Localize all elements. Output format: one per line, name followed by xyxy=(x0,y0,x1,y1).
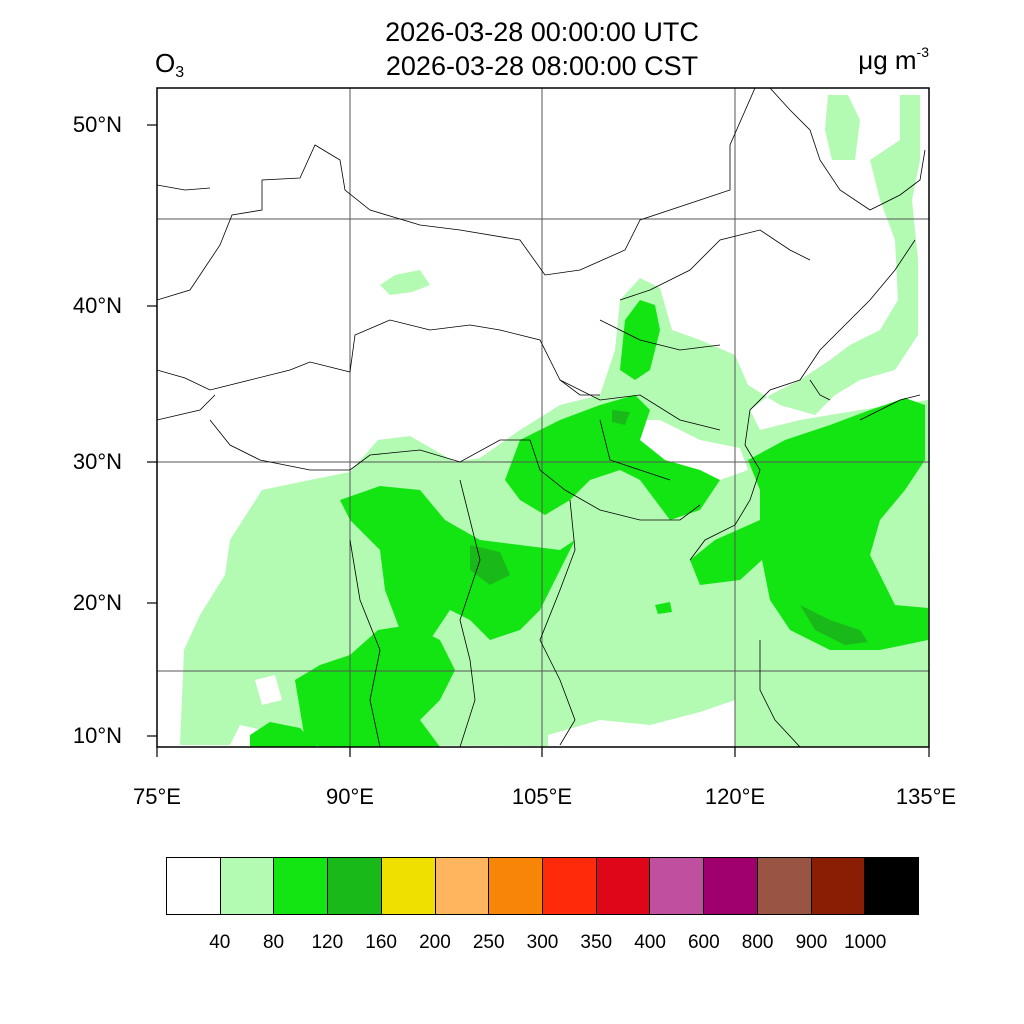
colorbar-tick-label: 160 xyxy=(365,932,397,953)
boundary-lines xyxy=(157,88,926,747)
colorbar-swatch xyxy=(650,858,705,914)
lon-label-90e: 90°E xyxy=(326,784,374,809)
o3-contour-120-160 xyxy=(470,545,510,585)
colorbar-swatch xyxy=(811,858,866,914)
colorbar-tick-label: 800 xyxy=(741,932,774,953)
colorbar-swatch xyxy=(381,858,436,914)
colorbar-swatch xyxy=(865,858,919,914)
o3-contour-120-160 xyxy=(612,410,630,425)
o3-contour-40-80-north xyxy=(825,95,860,160)
lat-label-50n: 50°N xyxy=(72,112,122,137)
o3-hole xyxy=(255,675,282,705)
colorbar-swatch xyxy=(704,858,758,914)
colorbar-swatch xyxy=(489,858,544,914)
colorbar-tick-label: 80 xyxy=(262,932,285,953)
lon-label-135e: 135°E xyxy=(895,784,957,809)
colorbar-tick-label: 120 xyxy=(311,932,344,953)
map-title-utc: 2026-03-28 00:00:00 UTC xyxy=(385,17,699,47)
o3-contour-80-120-se xyxy=(655,602,672,614)
colorbar-tick-label: 350 xyxy=(580,932,613,953)
o3-contour-80-120-central xyxy=(505,395,720,520)
colorbar-swatch xyxy=(435,858,490,914)
lat-label-20n: 20°N xyxy=(72,590,122,615)
colorbar-swatch xyxy=(543,858,597,914)
lat-label-40n: 40°N xyxy=(72,293,122,318)
colorbar-swatch xyxy=(757,858,812,914)
colorbar-tick-label: 1000 xyxy=(844,932,887,953)
plot-frame xyxy=(156,87,930,748)
o3-contour-80-120-bay xyxy=(295,625,455,747)
colorbar xyxy=(166,857,919,915)
colorbar-tick-label: 300 xyxy=(526,932,559,953)
lon-label-75e: 75°E xyxy=(133,784,181,809)
colorbar-tick-label: 40 xyxy=(209,932,231,953)
lon-label-105e: 105°E xyxy=(511,784,573,809)
lon-label-120e: 120°E xyxy=(704,784,766,809)
colorbar-swatch xyxy=(274,858,329,914)
o3-contour-80-120-east xyxy=(690,398,928,650)
o3-contour-40-80 xyxy=(180,95,929,747)
colorbar-tick-label: 900 xyxy=(795,932,828,953)
colorbar-tick-label: 400 xyxy=(634,932,666,953)
lat-label-30n: 30°N xyxy=(72,449,122,474)
colorbar-swatch xyxy=(167,858,221,914)
map-title-cst: 2026-03-28 08:00:00 CST xyxy=(385,51,699,81)
colorbar-swatch xyxy=(328,858,382,914)
colorbar-tick-label: 250 xyxy=(472,932,505,953)
o3-contour-80-120-sw xyxy=(340,486,575,640)
species-label: O3 xyxy=(155,48,185,81)
colorbar-tick-label: 200 xyxy=(419,932,451,953)
axis-ticks xyxy=(147,124,930,757)
o3-contour-80-120-wbay xyxy=(250,722,318,747)
colorbar-swatch xyxy=(596,858,651,914)
o3-contour-40-80-tibet xyxy=(380,270,430,295)
o3-hole xyxy=(548,700,735,747)
colorbar-tick-label: 600 xyxy=(687,932,720,953)
colorbar-swatch xyxy=(220,858,275,914)
units-label: μg m-3 xyxy=(858,44,929,75)
lat-label-10n: 10°N xyxy=(72,723,122,748)
o3-contour-120-160 xyxy=(800,605,868,645)
